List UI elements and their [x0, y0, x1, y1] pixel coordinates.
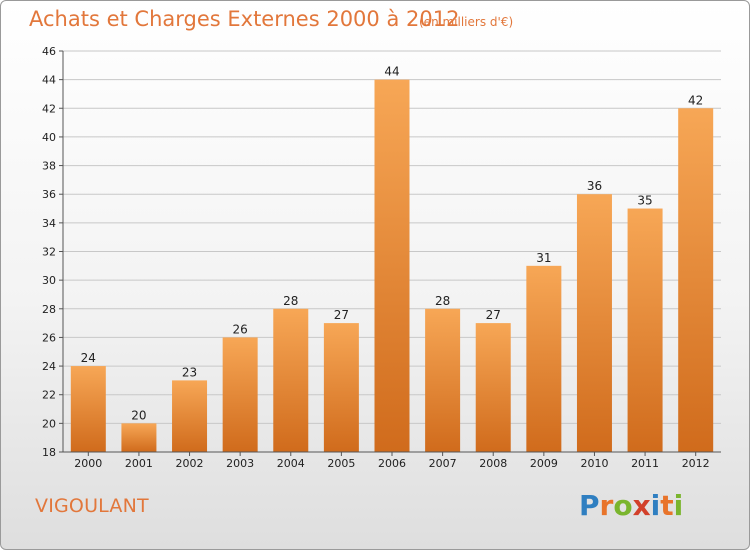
- bar-2000: [70, 366, 106, 452]
- logo-letter: t: [660, 489, 674, 522]
- bar-2003: [222, 337, 258, 452]
- chart-unit: (en milliers d'€): [419, 15, 514, 29]
- bar-2001: [121, 423, 157, 452]
- x-tick-label: 2007: [429, 457, 457, 470]
- bar-value-label: 24: [81, 351, 96, 365]
- y-tick-label: 44: [42, 74, 56, 87]
- y-tick-label: 36: [42, 188, 56, 201]
- y-tick-label: 20: [42, 417, 56, 430]
- proxiti-logo: Proxiti: [579, 489, 683, 522]
- bar-value-label: 44: [384, 65, 399, 79]
- bar-2010: [576, 194, 612, 452]
- y-tick-label: 28: [42, 303, 56, 316]
- bar-value-label: 27: [486, 308, 501, 322]
- x-tick-label: 2002: [176, 457, 204, 470]
- bar-2004: [273, 308, 309, 452]
- logo-letter: i: [673, 489, 684, 522]
- bar-value-label: 28: [283, 294, 298, 308]
- chart-title: Achats et Charges Externes 2000 à 2012: [29, 7, 460, 31]
- bars: 24 20 23 26 28 27 44 28 27 31 36 35 42: [70, 65, 714, 453]
- y-tick-label: 42: [42, 102, 56, 115]
- logo-letter: x: [632, 489, 651, 522]
- y-tick-label: 46: [42, 45, 56, 58]
- x-tick-label: 2003: [226, 457, 254, 470]
- y-tick-label: 22: [42, 389, 56, 402]
- bar-2005: [323, 323, 359, 452]
- bar-value-label: 35: [637, 194, 652, 208]
- x-tick-label: 2005: [327, 457, 355, 470]
- bar-value-label: 31: [536, 251, 551, 265]
- axes: 18 20 22 24 26 28 30 32 34 36 38 40 42 44 46 2000 2001 20…: [42, 45, 721, 470]
- x-tick-label: 2000: [74, 457, 102, 470]
- bar-value-label: 20: [131, 408, 146, 422]
- bar-2002: [172, 380, 208, 452]
- x-tick-label: 2011: [631, 457, 659, 470]
- y-tick-label: 34: [42, 217, 56, 230]
- y-tick-label: 32: [42, 246, 56, 259]
- bar-2009: [526, 265, 562, 452]
- bar-2012: [678, 108, 714, 453]
- logo-letter: P: [579, 489, 600, 522]
- y-tick-label: 38: [42, 160, 56, 173]
- y-tick-label: 18: [42, 446, 56, 459]
- x-tick-label: 2004: [277, 457, 305, 470]
- bar-value-label: 27: [334, 308, 349, 322]
- bar-2006: [374, 79, 410, 453]
- y-tick-label: 40: [42, 131, 56, 144]
- x-tick-label: 2001: [125, 457, 153, 470]
- bar-2007: [425, 308, 461, 452]
- x-tick-label: 2008: [479, 457, 507, 470]
- bar-value-label: 36: [587, 179, 602, 193]
- y-tick-label: 26: [42, 331, 56, 344]
- y-tick-label: 24: [42, 360, 56, 373]
- y-tick-label: 30: [42, 274, 56, 287]
- logo-letter: i: [650, 489, 661, 522]
- logo-letter: r: [599, 489, 614, 522]
- bar-value-label: 28: [435, 294, 450, 308]
- bar-value-label: 42: [688, 93, 703, 107]
- bar-2011: [627, 208, 663, 452]
- bar-value-label: 26: [233, 322, 248, 336]
- x-tick-label: 2012: [682, 457, 710, 470]
- x-tick-label: 2010: [580, 457, 608, 470]
- commune-name: VIGOULANT: [35, 495, 149, 517]
- x-tick-label: 2009: [530, 457, 558, 470]
- x-tick-label: 2006: [378, 457, 406, 470]
- bar-2008: [475, 323, 511, 452]
- bar-value-label: 23: [182, 365, 197, 379]
- logo-letter: o: [613, 489, 633, 522]
